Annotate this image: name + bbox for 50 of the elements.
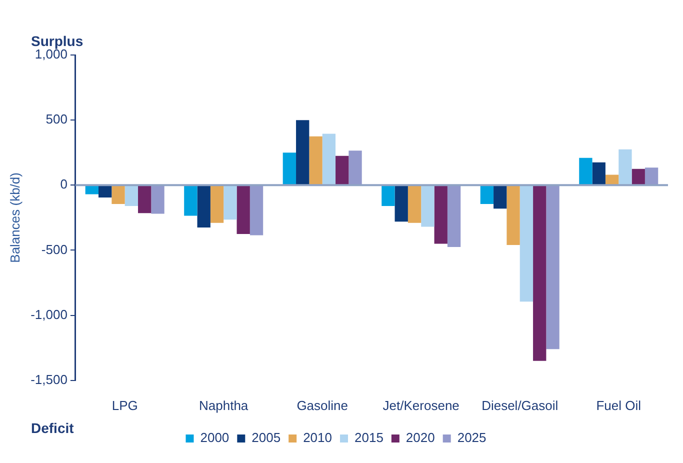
y-tick-label: 0 [60, 176, 68, 192]
bar [124, 186, 138, 206]
legend-label: 2000 [200, 430, 230, 446]
bar [618, 149, 632, 185]
bar [434, 186, 448, 244]
x-tick-label: Gasoline [296, 398, 348, 413]
y-axis-title: Balances (kb/d) [7, 172, 22, 263]
bar [236, 186, 250, 234]
y-tick-label: -1,000 [30, 306, 68, 322]
bar [592, 162, 606, 185]
bar [579, 158, 592, 185]
y-tick-label: -1,500 [30, 372, 68, 387]
bar [408, 186, 422, 223]
x-tick-label: Fuel Oil [596, 398, 642, 413]
legend-label: 2025 [457, 430, 486, 446]
legend-label: 2010 [303, 430, 332, 446]
bar [309, 136, 322, 185]
bar [632, 168, 645, 185]
bar [494, 186, 507, 209]
x-tick-label: Jet/Kerosene [382, 398, 460, 413]
bar [184, 186, 198, 216]
bar [197, 186, 210, 228]
bar [282, 152, 296, 185]
bar [296, 120, 310, 185]
bar [98, 186, 112, 198]
bar [520, 186, 534, 302]
y-tick-label: 500 [46, 112, 68, 127]
legend-label: 2020 [406, 430, 435, 446]
bar [210, 186, 224, 223]
bar [394, 186, 408, 222]
y-tick-label: -500 [41, 242, 68, 257]
bar [336, 156, 349, 185]
bar [112, 186, 125, 204]
bar [138, 186, 152, 214]
bar [480, 186, 494, 204]
bar [382, 186, 395, 206]
bar [322, 134, 336, 185]
legend-label: 2015 [354, 430, 384, 446]
text: Deficit [31, 420, 74, 436]
bar [506, 186, 520, 246]
bar [224, 186, 237, 220]
bar [85, 186, 99, 194]
bar [533, 186, 546, 361]
bar [421, 186, 434, 227]
x-tick-label: LPG [112, 398, 138, 413]
text: Surplus [31, 33, 84, 49]
legend-label: 2005 [252, 430, 281, 446]
x-tick-label: Naphtha [199, 398, 249, 413]
x-tick-label: Diesel/Gasoil [482, 398, 558, 413]
bar [605, 174, 619, 185]
